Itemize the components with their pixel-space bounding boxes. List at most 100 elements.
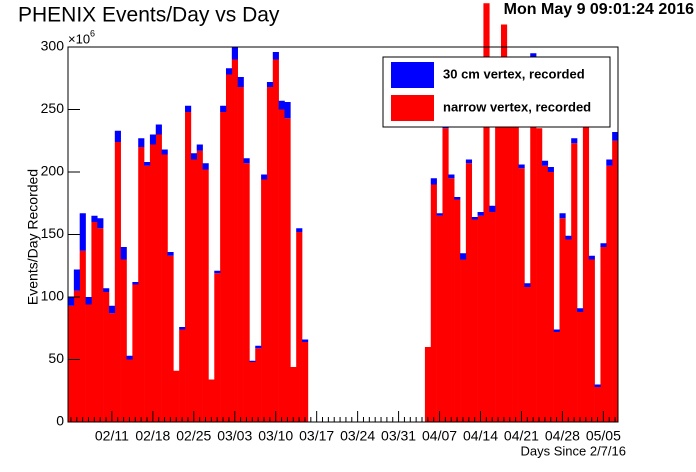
bar-segment: [132, 282, 139, 285]
bar-segment: [79, 213, 86, 251]
x-tick-label: 03/17: [299, 428, 334, 444]
bar-segment: [144, 165, 151, 422]
bar-segment: [524, 287, 531, 422]
bar-segment: [477, 215, 484, 422]
bar-segment: [208, 379, 215, 422]
bar-segment: [225, 68, 233, 75]
bar-segment: [214, 270, 221, 274]
x-tick-label: 03/31: [381, 428, 416, 444]
bar-segment: [144, 162, 151, 166]
bar-segment: [612, 132, 619, 141]
bar-segment: [185, 112, 192, 422]
bar-segment: [138, 138, 145, 147]
bar-segment: [149, 134, 157, 145]
bar-segment: [272, 59, 279, 422]
bar-segment: [547, 167, 554, 172]
bar-segment: [261, 174, 268, 180]
bar-segment: [448, 178, 455, 422]
bar-segment: [179, 327, 186, 330]
bar-segment: [120, 247, 127, 260]
bar-segment: [173, 370, 180, 422]
bar-segment: [471, 217, 478, 220]
bar-segment: [460, 259, 467, 422]
y-tick-label: 100: [41, 288, 65, 304]
bar-segment: [91, 215, 98, 222]
bar-segment: [565, 235, 572, 240]
bar-segment: [108, 305, 116, 314]
bar-segment: [284, 118, 291, 422]
bar-segment: [155, 134, 162, 422]
bar-segment: [79, 250, 86, 422]
bar-segment: [220, 105, 227, 112]
bar-segment: [249, 360, 256, 362]
bar-segment: [302, 342, 309, 422]
bar-segment: [612, 140, 619, 422]
bar-segment: [302, 339, 309, 342]
bar-segment: [436, 213, 443, 216]
bar-segment: [132, 284, 139, 422]
y-tick-label: 300: [41, 38, 65, 54]
bar-segment: [225, 74, 233, 422]
bar-segment: [114, 142, 121, 422]
bar-segment: [506, 122, 513, 422]
bar-segment: [108, 313, 116, 422]
bar-segment: [284, 102, 291, 119]
bar-segment: [231, 47, 238, 60]
bar-segment: [489, 205, 496, 212]
bar-segment: [495, 72, 502, 422]
bar-segment: [202, 169, 209, 422]
legend-swatch: [391, 95, 434, 121]
x-tick-label: 03/03: [217, 428, 252, 444]
bar-segment: [448, 174, 455, 179]
bar-segment: [138, 147, 145, 422]
bar-segment: [518, 164, 525, 169]
bar-segment: [460, 253, 467, 260]
bar-segment: [243, 163, 250, 422]
bar-segment: [547, 172, 554, 422]
bar-segment: [594, 387, 601, 422]
x-tick-label: 05/05: [586, 428, 621, 444]
bar-segment: [266, 82, 274, 87]
bar-segment: [196, 144, 203, 151]
bar-segment: [272, 52, 279, 60]
x-axis-label: Days Since 2/7/16: [520, 443, 626, 458]
bar-segment: [155, 124, 162, 135]
x-tick-label: 03/10: [258, 428, 293, 444]
bar-segment: [278, 100, 285, 110]
y-multiplier: ×10: [68, 31, 90, 46]
legend-swatch: [391, 62, 434, 88]
bar-segment: [278, 109, 285, 422]
bar-segment: [231, 59, 238, 422]
y-tick-label: 50: [48, 350, 64, 366]
y-tick-label: 200: [41, 163, 65, 179]
bar-segment: [185, 105, 192, 112]
bar-segment: [68, 297, 75, 306]
bar-segment: [202, 163, 209, 170]
y-tick-label: 0: [56, 413, 64, 429]
bar-segment: [518, 168, 525, 422]
bar-segment: [255, 345, 262, 349]
bar-segment: [424, 347, 432, 422]
bar-segment: [196, 150, 203, 422]
bar-segment: [600, 243, 607, 247]
bar-segment: [149, 144, 157, 422]
bar-segment: [167, 252, 174, 256]
x-tick-label: 02/11: [95, 428, 129, 444]
bar-segment: [85, 297, 92, 305]
x-tick-label: 03/24: [340, 428, 375, 444]
bar-segment: [97, 218, 104, 229]
bar-segment: [500, 24, 508, 422]
bar-segment: [237, 77, 244, 87]
bar-segment: [179, 329, 186, 422]
bar-segment: [114, 130, 121, 142]
bar-segment: [588, 259, 595, 422]
bar-segment: [571, 143, 578, 422]
bar-segment: [541, 165, 549, 422]
bar-segment: [477, 212, 484, 216]
x-tick-label: 04/07: [422, 428, 457, 444]
bar-segment: [530, 59, 537, 422]
bar-segment: [541, 160, 549, 166]
bar-segment: [296, 228, 303, 232]
bar-segment: [454, 197, 461, 200]
